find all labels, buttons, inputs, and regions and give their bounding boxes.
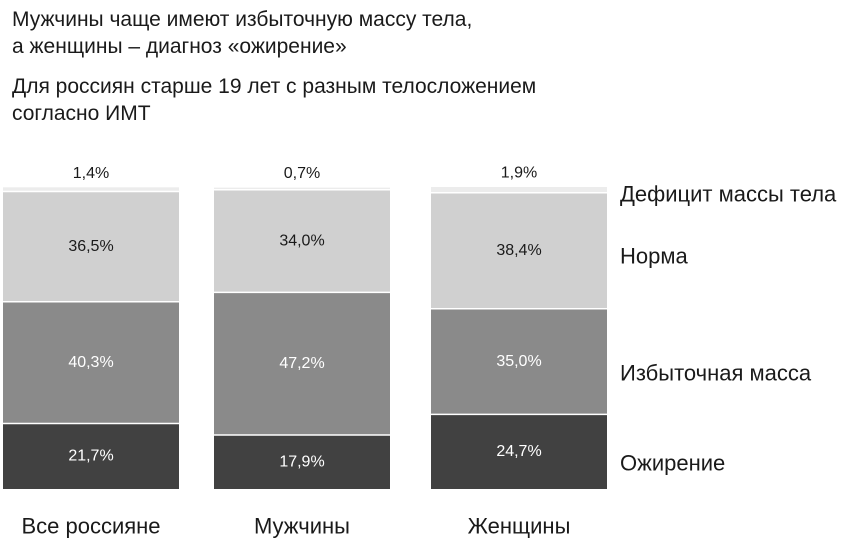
category-label: Все россияне xyxy=(21,514,160,539)
data-label: 38,4% xyxy=(496,242,541,259)
legend-label: Ожирение xyxy=(620,451,725,476)
data-label: 40,3% xyxy=(68,354,113,371)
bar-segment xyxy=(431,192,607,309)
data-label: 17,9% xyxy=(279,453,324,470)
legend-label: Дефицит массы тела xyxy=(620,182,837,207)
bar-segment xyxy=(431,187,607,193)
data-label: 1,9% xyxy=(501,165,537,182)
data-label: 36,5% xyxy=(68,238,113,255)
bar-segment xyxy=(214,292,390,435)
data-label: 1,4% xyxy=(73,165,109,182)
chart-title-line-1: Мужчины чаще имеют избыточную массу тела… xyxy=(12,8,473,31)
chart-subtitle-line-2: согласно ИМТ xyxy=(12,102,151,125)
chart-subtitle-line-1: Для россиян старше 19 лет с разным телос… xyxy=(12,75,537,98)
bar-segment xyxy=(431,308,607,415)
bar-segment xyxy=(214,187,390,190)
data-label: 0,7% xyxy=(284,165,320,182)
category-label: Мужчины xyxy=(254,514,350,539)
legend-label: Избыточная масса xyxy=(620,361,812,386)
bar-segment xyxy=(3,301,179,424)
data-label: 34,0% xyxy=(279,233,324,250)
bar-segment xyxy=(214,434,390,489)
bar-segment xyxy=(3,423,179,489)
data-label: 47,2% xyxy=(279,355,324,372)
data-label: 24,7% xyxy=(496,443,541,460)
data-label: 21,7% xyxy=(68,448,113,465)
category-label: Женщины xyxy=(468,514,571,539)
chart-title: Мужчины чаще имеют избыточную массу тела… xyxy=(12,6,612,60)
legend-label: Норма xyxy=(620,244,688,269)
chart-subtitle: Для россиян старше 19 лет с разным телос… xyxy=(12,73,632,127)
bar-segment xyxy=(3,191,179,302)
data-label: 35,0% xyxy=(496,353,541,370)
chart-title-line-2: а женщины – диагноз «ожирение» xyxy=(12,35,347,58)
bar-segment xyxy=(3,187,179,192)
bar-segment xyxy=(431,414,607,489)
bar-segment xyxy=(214,189,390,293)
